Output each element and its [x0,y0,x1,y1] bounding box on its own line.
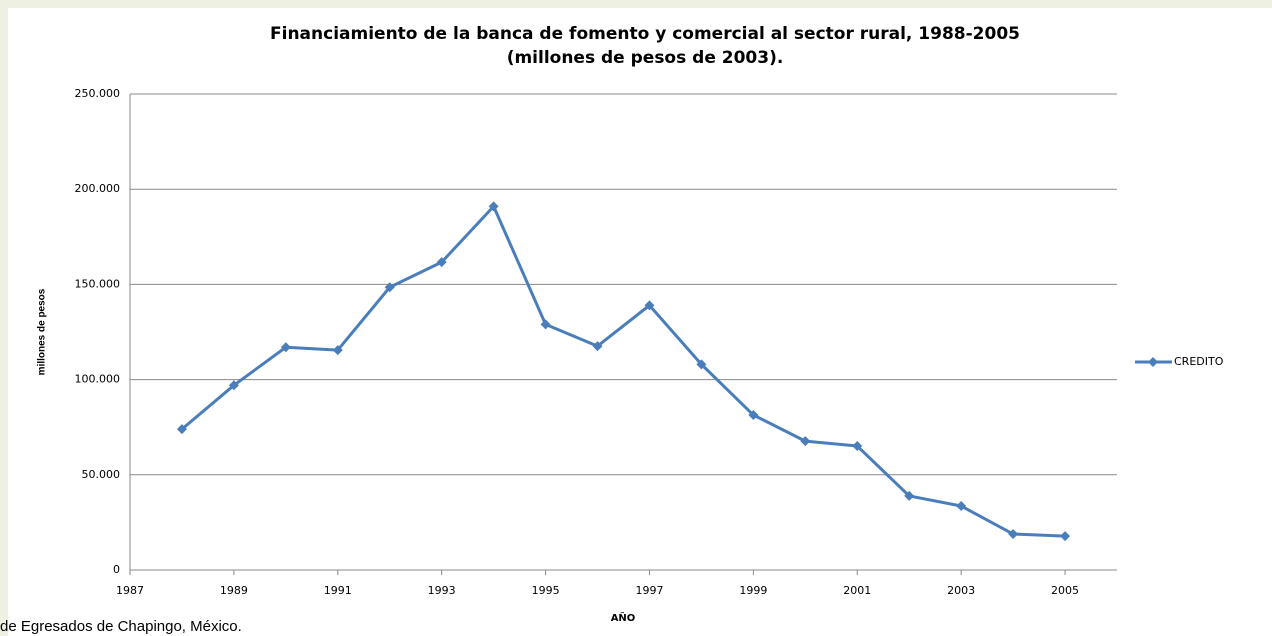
marker [332,345,343,356]
marker [592,341,603,352]
marker [280,342,291,353]
x-tick-label: 2001 [843,584,871,597]
chart-background [8,8,1272,636]
x-tick-label: 2005 [1051,584,1079,597]
y-tick-label: 50.000 [82,468,121,481]
series-line [180,204,1066,538]
legend-label: CREDITO [1174,355,1224,368]
footer: de Egresados de Chapingo, México. [0,618,242,635]
x-tick-label: 1987 [116,584,144,597]
y-axis-label: millones de pesos [37,288,48,375]
marker [1060,531,1071,542]
x-tick-label: 1997 [635,584,663,597]
y-tick-label: 150.000 [75,277,121,290]
x-tick-label: 1991 [324,584,352,597]
x-tick-label: 2003 [947,584,975,597]
marker [696,359,707,370]
marker [488,201,499,212]
marker [176,424,187,435]
x-axis-label: AÑO [611,611,636,624]
y-tick-label: 250.000 [75,87,121,100]
marker [852,441,863,452]
marker [956,501,967,512]
marker [384,282,395,293]
y-tick-label: 200.000 [75,182,121,195]
chart-title: Financiamiento de la banca de fomento y … [270,24,1020,44]
marker [644,300,655,311]
marker [748,410,759,421]
marker [904,490,915,501]
x-tick-label: 1999 [739,584,767,597]
x-tick-label: 1989 [220,584,248,597]
chart-title: (millones de pesos de 2003). [507,48,784,68]
y-tick-label: 0 [113,563,120,576]
marker [540,319,551,330]
marker [228,380,239,391]
marker [436,257,447,268]
x-tick-label: 1993 [428,584,456,597]
x-tick-label: 1995 [532,584,560,597]
legend-marker [1148,357,1158,367]
marker [800,436,811,447]
y-tick-label: 100.000 [75,373,121,386]
marker [1008,529,1019,540]
